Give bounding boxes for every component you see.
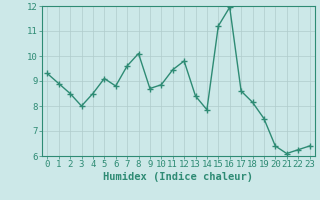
X-axis label: Humidex (Indice chaleur): Humidex (Indice chaleur)	[103, 172, 253, 182]
